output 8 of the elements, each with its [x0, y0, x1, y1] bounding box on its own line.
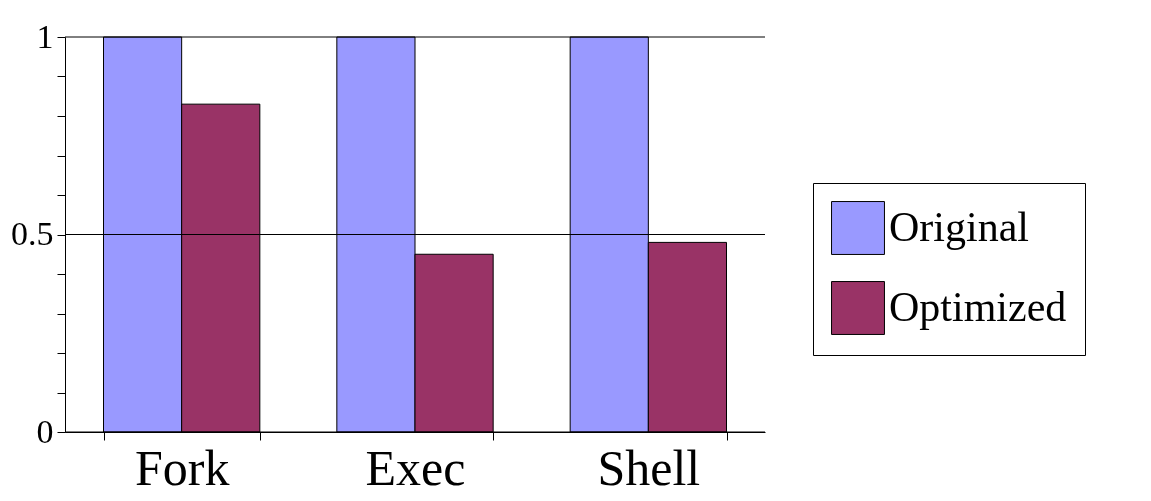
x-tick-label: Shell	[597, 439, 701, 496]
legend-label: Original	[889, 204, 1029, 250]
legend-label: Optimized	[889, 284, 1067, 330]
x-tick-label: Exec	[365, 439, 466, 496]
y-tick-label: 1	[36, 17, 54, 55]
y-tick-label: 0	[36, 412, 54, 450]
x-tick-label: Fork	[134, 439, 230, 496]
y-tick-label: 0.5	[11, 215, 54, 252]
